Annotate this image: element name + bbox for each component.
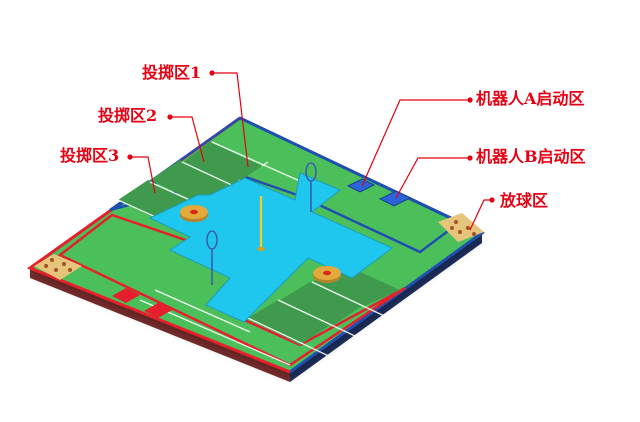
throw-zone-red-2-area (280, 282, 362, 326)
robot-b-start-square (378, 190, 412, 207)
target-bowl-right (313, 266, 341, 283)
red-start-square-1 (112, 288, 140, 303)
central-pool (148, 172, 393, 323)
robot-a-start-square (346, 178, 376, 193)
leader-dots (127, 70, 495, 203)
label-robot-b-start: 机器人B启动区 (476, 147, 586, 166)
hoop-lower (206, 230, 218, 285)
leader-throw-zone-3 (130, 156, 156, 194)
label-robot-a-start: 机器人A启动区 (476, 89, 585, 108)
leader-throw-zone-1 (212, 72, 249, 168)
target-bowls (180, 205, 341, 283)
red-start-square-2 (144, 303, 172, 318)
leader-throw-zone-2 (170, 116, 205, 163)
red-team-area (57, 213, 406, 367)
board-sides (30, 233, 482, 382)
red-start-zones (112, 288, 172, 318)
label-throw-zone-1: 投掷区1 (142, 63, 202, 82)
label-ball-zone: 放球区 (500, 191, 549, 210)
leader-lines (130, 72, 492, 231)
ball-zone-red (34, 254, 82, 280)
label-throw-zone-2: 投掷区2 (98, 106, 158, 125)
hoop-upper (305, 162, 317, 212)
leader-robot-a (361, 99, 470, 187)
label-throw-zone-3: 投掷区3 (60, 146, 120, 165)
ball-zones (34, 213, 484, 280)
target-bowl-left (180, 205, 208, 222)
center-pole (257, 196, 265, 251)
throw-zone-red-1-area (248, 300, 330, 345)
blue-start-zones (346, 178, 412, 207)
hoops (206, 162, 317, 285)
leader-robot-b (395, 157, 470, 199)
leader-ball-zone (469, 199, 492, 231)
